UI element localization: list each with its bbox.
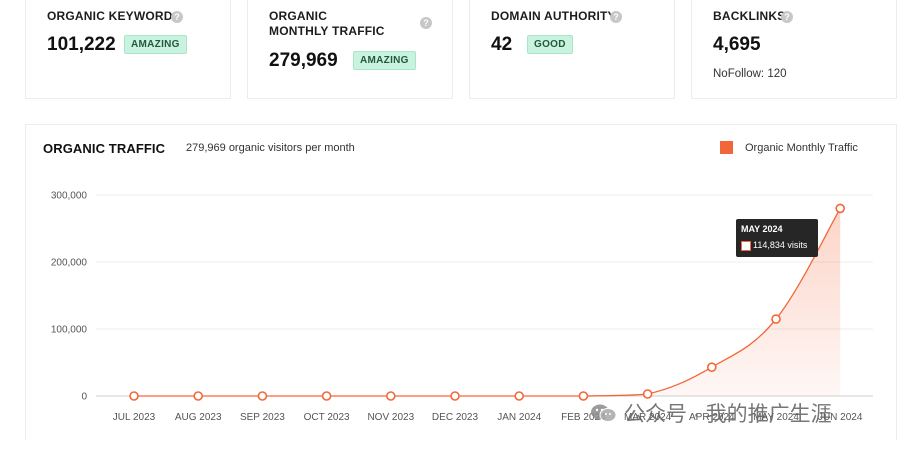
- tooltip-swatch: [741, 241, 751, 251]
- help-icon[interactable]: ?: [420, 17, 432, 29]
- help-icon[interactable]: ?: [610, 11, 622, 23]
- data-point[interactable]: [450, 391, 460, 401]
- metric-card-backlinks: BACKLINKS ? 4,695 NoFollow: 120: [691, 0, 897, 99]
- legend-swatch: [720, 141, 733, 154]
- data-point[interactable]: [514, 391, 525, 401]
- x-tick-label: APR 2024: [689, 412, 735, 423]
- status-badge: AMAZING: [124, 35, 187, 54]
- metric-title: ORGANIC KEYWORDS: [47, 9, 181, 23]
- x-tick-label: SEP 2023: [240, 412, 285, 423]
- y-tick-label: 200,000: [51, 258, 88, 269]
- y-tick-label: 0: [81, 392, 87, 403]
- data-point[interactable]: [257, 391, 268, 401]
- chart-subtitle: 279,969 organic visitors per month: [186, 142, 355, 154]
- x-tick-label: MAR 2024: [624, 412, 672, 423]
- data-point[interactable]: [642, 389, 653, 399]
- chart-tooltip: MAY 2024 114,834 visits: [736, 219, 818, 257]
- y-tick-label: 100,000: [51, 325, 88, 336]
- nofollow-count: NoFollow: 120: [713, 68, 787, 80]
- x-tick-label: JAN 2024: [497, 412, 541, 423]
- metric-value: 101,222: [47, 34, 116, 55]
- tooltip-month: MAY 2024: [741, 224, 783, 234]
- x-tick-label: AUG 2023: [175, 412, 222, 423]
- metric-title: ORGANIC MONTHLY TRAFFIC: [269, 9, 385, 38]
- metric-value: 279,969: [269, 50, 338, 71]
- help-icon[interactable]: ?: [171, 11, 183, 23]
- data-point[interactable]: [129, 391, 139, 401]
- x-tick-label: DEC 2023: [432, 412, 479, 423]
- watermark-text: 公众号 · 我的推广生涯: [624, 403, 832, 426]
- metric-card-keywords: ORGANIC KEYWORDS ? 101,222 AMAZING: [25, 0, 231, 99]
- data-point[interactable]: [835, 203, 846, 214]
- status-badge: GOOD: [527, 35, 573, 54]
- metric-value: 42: [491, 34, 513, 55]
- metric-value: 4,695: [713, 34, 761, 55]
- x-tick-label: JUL 2023: [113, 412, 156, 423]
- status-badge: AMAZING: [353, 51, 416, 70]
- traffic-area: [134, 208, 841, 396]
- x-tick-label: MAY 2024: [753, 412, 799, 423]
- y-tick-label: 300,000: [51, 191, 88, 202]
- x-tick-label: FEB 2024: [561, 412, 606, 423]
- chart-legend[interactable]: Organic Monthly Traffic: [720, 141, 858, 154]
- x-tick-label: JUN 2024: [818, 412, 863, 423]
- metric-card-domain-authority: DOMAIN AUTHORITY ? 42 GOOD: [469, 0, 675, 99]
- x-tick-label: OCT 2023: [304, 412, 350, 423]
- metric-title: DOMAIN AUTHORITY: [491, 9, 616, 23]
- metric-title: BACKLINKS: [713, 9, 786, 23]
- tooltip-value: 114,834 visits: [753, 240, 808, 250]
- data-point[interactable]: [706, 362, 717, 372]
- x-tick-label: NOV 2023: [367, 412, 414, 423]
- data-point[interactable]: [321, 391, 332, 401]
- data-point[interactable]: [385, 391, 396, 401]
- help-icon[interactable]: ?: [781, 11, 793, 23]
- chart-title: ORGANIC TRAFFIC: [43, 141, 166, 156]
- data-point[interactable]: [771, 314, 781, 324]
- wechat-icon: [590, 403, 618, 423]
- legend-label: Organic Monthly Traffic: [745, 141, 858, 154]
- data-point[interactable]: [193, 391, 203, 401]
- data-point[interactable]: [578, 391, 589, 401]
- watermark: 公众号 · 我的推广生涯: [590, 398, 832, 428]
- metric-card-traffic: ORGANIC MONTHLY TRAFFIC ? 279,969 AMAZIN…: [247, 0, 453, 99]
